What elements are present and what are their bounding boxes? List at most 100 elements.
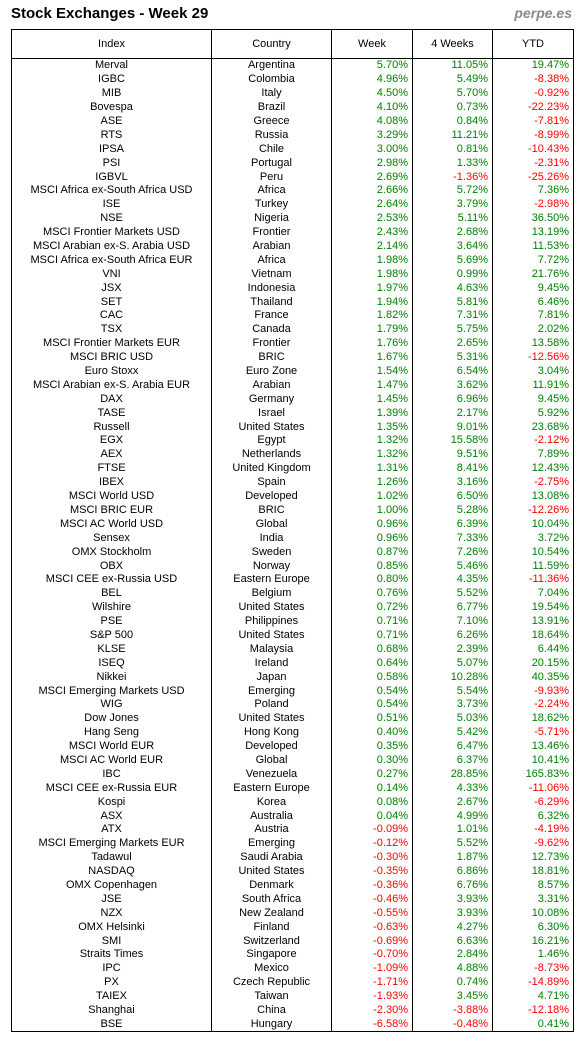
four-weeks-cell: -1.36% — [412, 170, 493, 185]
table-row: IGBVL Peru 2.69% -1.36% -25.26% — [11, 170, 574, 185]
four-weeks-cell: 6.54% — [412, 364, 493, 379]
country-cell: Nigeria — [211, 211, 332, 226]
week-cell: 1.02% — [331, 489, 413, 504]
ytd-cell: 165.83% — [492, 767, 574, 782]
ytd-cell: -2.98% — [492, 197, 574, 212]
week-cell: -6.58% — [331, 1017, 413, 1033]
week-cell: -0.46% — [331, 892, 413, 907]
ytd-cell: 6.44% — [492, 642, 574, 657]
four-weeks-cell: 5.42% — [412, 725, 493, 740]
table-row: Bovespa Brazil 4.10% 0.73% -22.23% — [11, 100, 574, 115]
country-cell: Africa — [211, 184, 332, 198]
four-weeks-cell: 5.72% — [412, 184, 493, 198]
index-cell: MSCI Frontier Markets USD — [11, 225, 212, 240]
country-cell: Japan — [211, 670, 332, 685]
ytd-cell: -7.81% — [492, 114, 574, 129]
table-row: RTS Russia 3.29% 11.21% -8.99% — [11, 128, 574, 143]
table-row: BSE Hungary -6.58% -0.48% 0.41% — [11, 1017, 574, 1033]
week-cell: 0.87% — [331, 545, 413, 560]
week-cell: 1.98% — [331, 267, 413, 282]
table-row: PX Czech Republic -1.71% 0.74% -14.89% — [11, 975, 574, 990]
index-cell: BEL — [11, 586, 212, 601]
table-row: SET Thailand 1.94% 5.81% 6.46% — [11, 295, 574, 310]
week-cell: 0.71% — [331, 614, 413, 629]
country-cell: BRIC — [211, 350, 332, 365]
country-cell: Netherlands — [211, 447, 332, 462]
week-cell: 0.58% — [331, 670, 413, 685]
index-cell: S&P 500 — [11, 628, 212, 643]
index-cell: MSCI Frontier Markets EUR — [11, 336, 212, 351]
four-weeks-cell: 6.76% — [412, 878, 493, 893]
four-weeks-cell: 5.75% — [412, 322, 493, 337]
four-weeks-cell: 0.99% — [412, 267, 493, 282]
week-cell: 4.96% — [331, 72, 413, 87]
ytd-cell: 13.08% — [492, 489, 574, 504]
table-row: NZX New Zealand -0.55% 3.93% 10.08% — [11, 906, 574, 921]
four-weeks-cell: 5.70% — [412, 86, 493, 101]
ytd-cell: 11.53% — [492, 239, 574, 254]
table-row: MSCI Emerging Markets USD Emerging 0.54% 5.… — [11, 684, 574, 698]
ytd-cell: 11.59% — [492, 559, 574, 573]
table-row: DAX Germany 1.45% 6.96% 9.45% — [11, 392, 574, 407]
ytd-cell: 2.02% — [492, 322, 574, 337]
index-cell: MSCI Emerging Markets USD — [11, 684, 212, 698]
index-cell: CAC — [11, 309, 212, 323]
ytd-cell: 11.91% — [492, 378, 574, 393]
week-cell: 0.54% — [331, 684, 413, 698]
ytd-cell: -12.56% — [492, 350, 574, 365]
four-weeks-cell: -0.48% — [412, 1017, 493, 1033]
ytd-cell: 10.54% — [492, 545, 574, 560]
index-cell: MSCI AC World EUR — [11, 753, 212, 768]
index-cell: Merval — [11, 58, 212, 73]
ytd-cell: -9.62% — [492, 836, 574, 851]
ytd-cell: -9.93% — [492, 684, 574, 698]
table-row: MSCI World EUR Developed 0.35% 6.47% 13.46% — [11, 739, 574, 754]
country-cell: Greece — [211, 114, 332, 129]
week-cell: 0.54% — [331, 697, 413, 712]
table-row: JSX Indonesia 1.97% 4.63% 9.45% — [11, 281, 574, 296]
index-cell: AEX — [11, 447, 212, 462]
table-row: ASX Australia 0.04% 4.99% 6.32% — [11, 809, 574, 823]
week-cell: 1.94% — [331, 295, 413, 310]
country-cell: Colombia — [211, 72, 332, 87]
ytd-cell: -8.99% — [492, 128, 574, 143]
country-cell: Eastern Europe — [211, 781, 332, 796]
table-row: MIB Italy 4.50% 5.70% -0.92% — [11, 86, 574, 101]
index-cell: MSCI CEE ex-Russia USD — [11, 572, 212, 587]
four-weeks-cell: 5.11% — [412, 211, 493, 226]
country-cell: Developed — [211, 739, 332, 754]
table-row: PSI Portugal 2.98% 1.33% -2.31% — [11, 156, 574, 171]
four-weeks-cell: 5.03% — [412, 711, 493, 726]
index-cell: RTS — [11, 128, 212, 143]
table-row: MSCI CEE ex-Russia EUR Eastern Europe 0.14… — [11, 781, 574, 796]
four-weeks-cell: 7.31% — [412, 309, 493, 323]
week-cell: 1.32% — [331, 447, 413, 462]
country-cell: Finland — [211, 920, 332, 935]
table-row: Shanghai China -2.30% -3.88% -12.18% — [11, 1003, 574, 1018]
country-cell: Singapore — [211, 948, 332, 962]
index-cell: Straits Times — [11, 948, 212, 962]
table-row: ISEQ Ireland 0.64% 5.07% 20.15% — [11, 656, 574, 671]
table-body: Merval Argentina 5.70% 11.05% 19.47% IGBC Colo… — [11, 58, 574, 1033]
table-row: Wilshire United States 0.72% 6.77% 19.54% — [11, 600, 574, 615]
four-weeks-cell: 6.86% — [412, 864, 493, 879]
index-cell: JSE — [11, 892, 212, 907]
table-row: MSCI World USD Developed 1.02% 6.50% 13.08% — [11, 489, 574, 504]
country-cell: Frontier — [211, 225, 332, 240]
index-cell: MIB — [11, 86, 212, 101]
ytd-cell: -2.31% — [492, 156, 574, 171]
country-cell: Frontier — [211, 336, 332, 351]
week-cell: 1.82% — [331, 309, 413, 323]
country-cell: Spain — [211, 475, 332, 490]
table-row: OMX Helsinki Finland -0.63% 4.27% 6.30% — [11, 920, 574, 935]
index-cell: NZX — [11, 906, 212, 921]
four-weeks-cell: 5.31% — [412, 350, 493, 365]
index-cell: PSI — [11, 156, 212, 171]
four-weeks-cell: 6.26% — [412, 628, 493, 643]
ytd-cell: -10.43% — [492, 142, 574, 157]
index-cell: MSCI AC World USD — [11, 517, 212, 532]
ytd-cell: -14.89% — [492, 975, 574, 990]
four-weeks-cell: 11.05% — [412, 58, 493, 73]
table-row: Tadawul Saudi Arabia -0.30% 1.87% 12.73% — [11, 850, 574, 865]
ytd-cell: 10.41% — [492, 753, 574, 768]
